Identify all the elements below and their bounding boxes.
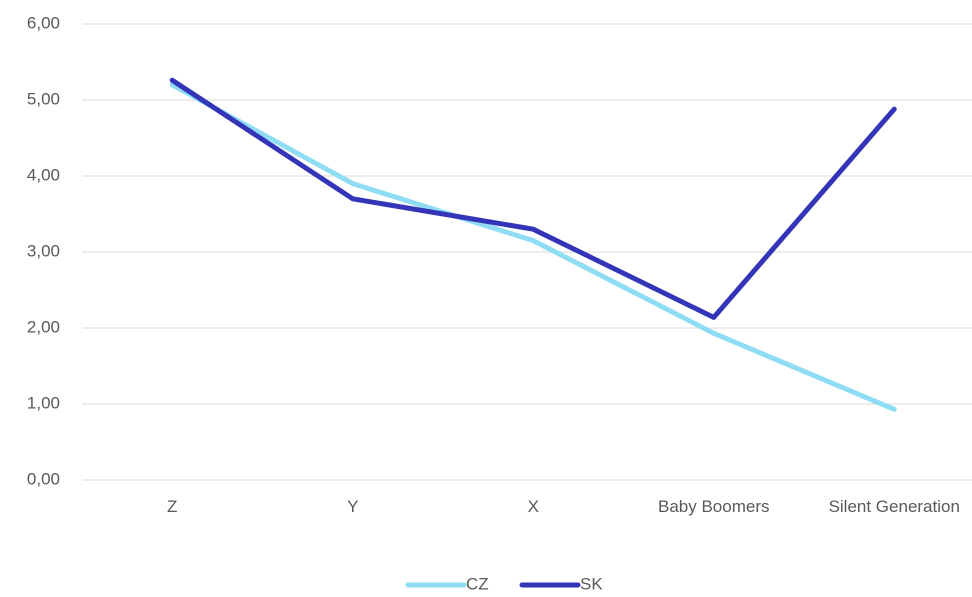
x-tick-label: Silent Generation xyxy=(828,497,960,516)
x-tick-label: X xyxy=(527,497,539,516)
x-tick-label: Y xyxy=(347,497,359,516)
y-tick-label: 1,00 xyxy=(27,393,60,412)
legend-label: CZ xyxy=(466,574,489,593)
y-tick-label: 4,00 xyxy=(27,165,60,184)
y-tick-label: 5,00 xyxy=(27,89,60,108)
legend-label: SK xyxy=(580,574,603,593)
x-tick-label: Baby Boomers xyxy=(658,497,770,516)
y-tick-label: 0,00 xyxy=(27,469,60,488)
y-tick-label: 2,00 xyxy=(27,317,60,336)
y-tick-label: 6,00 xyxy=(27,13,60,32)
y-tick-label: 3,00 xyxy=(27,241,60,260)
line-series xyxy=(169,82,897,412)
line-series xyxy=(169,77,897,320)
x-tick-label: Z xyxy=(167,497,178,516)
